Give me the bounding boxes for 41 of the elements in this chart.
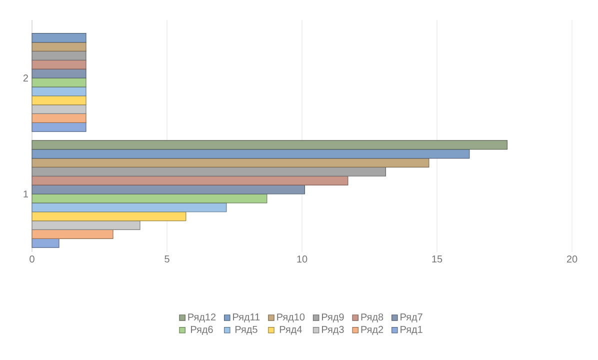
legend-label: Ряд10 xyxy=(277,313,305,322)
bar xyxy=(32,229,114,239)
legend-label: Ряд7 xyxy=(400,314,422,322)
legend-label: Ряд1 xyxy=(400,326,422,335)
bar xyxy=(32,149,470,159)
legend-label: Ряд5 xyxy=(235,326,258,335)
bar xyxy=(32,194,268,204)
y-tick-label: 2 xyxy=(23,74,28,82)
x-tick-label: 5 xyxy=(164,256,170,262)
x-tick-label: 20 xyxy=(566,256,578,263)
bar xyxy=(32,33,86,43)
bar xyxy=(32,166,386,176)
bar xyxy=(32,42,86,52)
bar xyxy=(32,238,60,248)
legend-label: Ряд9 xyxy=(322,313,344,322)
bar xyxy=(32,68,86,78)
bar xyxy=(32,176,348,186)
x-tick-label: 15 xyxy=(432,256,442,262)
x-tick-label: 0 xyxy=(30,256,34,263)
y-tick-label: 1 xyxy=(24,190,28,198)
legend-label: Ряд12 xyxy=(188,313,216,322)
bar xyxy=(32,212,186,222)
bar xyxy=(32,122,86,132)
bar xyxy=(32,50,86,60)
bar xyxy=(32,96,86,106)
legend-label: Ряд8 xyxy=(361,313,384,322)
bar xyxy=(32,113,86,123)
bar xyxy=(32,60,86,70)
legend-label: Ряд4 xyxy=(280,326,302,335)
bar xyxy=(32,86,86,96)
legend-label: Ряд11 xyxy=(233,314,260,322)
legend-label: Ряд6 xyxy=(191,326,213,335)
bar xyxy=(32,220,140,230)
legend-label: Ряд3 xyxy=(322,326,344,335)
bar xyxy=(32,104,86,114)
bar xyxy=(32,158,430,168)
bar xyxy=(32,78,86,88)
x-tick-label: 10 xyxy=(297,256,308,263)
bar xyxy=(32,140,508,150)
bar xyxy=(32,184,306,194)
legend-label: Ряд2 xyxy=(361,326,384,335)
